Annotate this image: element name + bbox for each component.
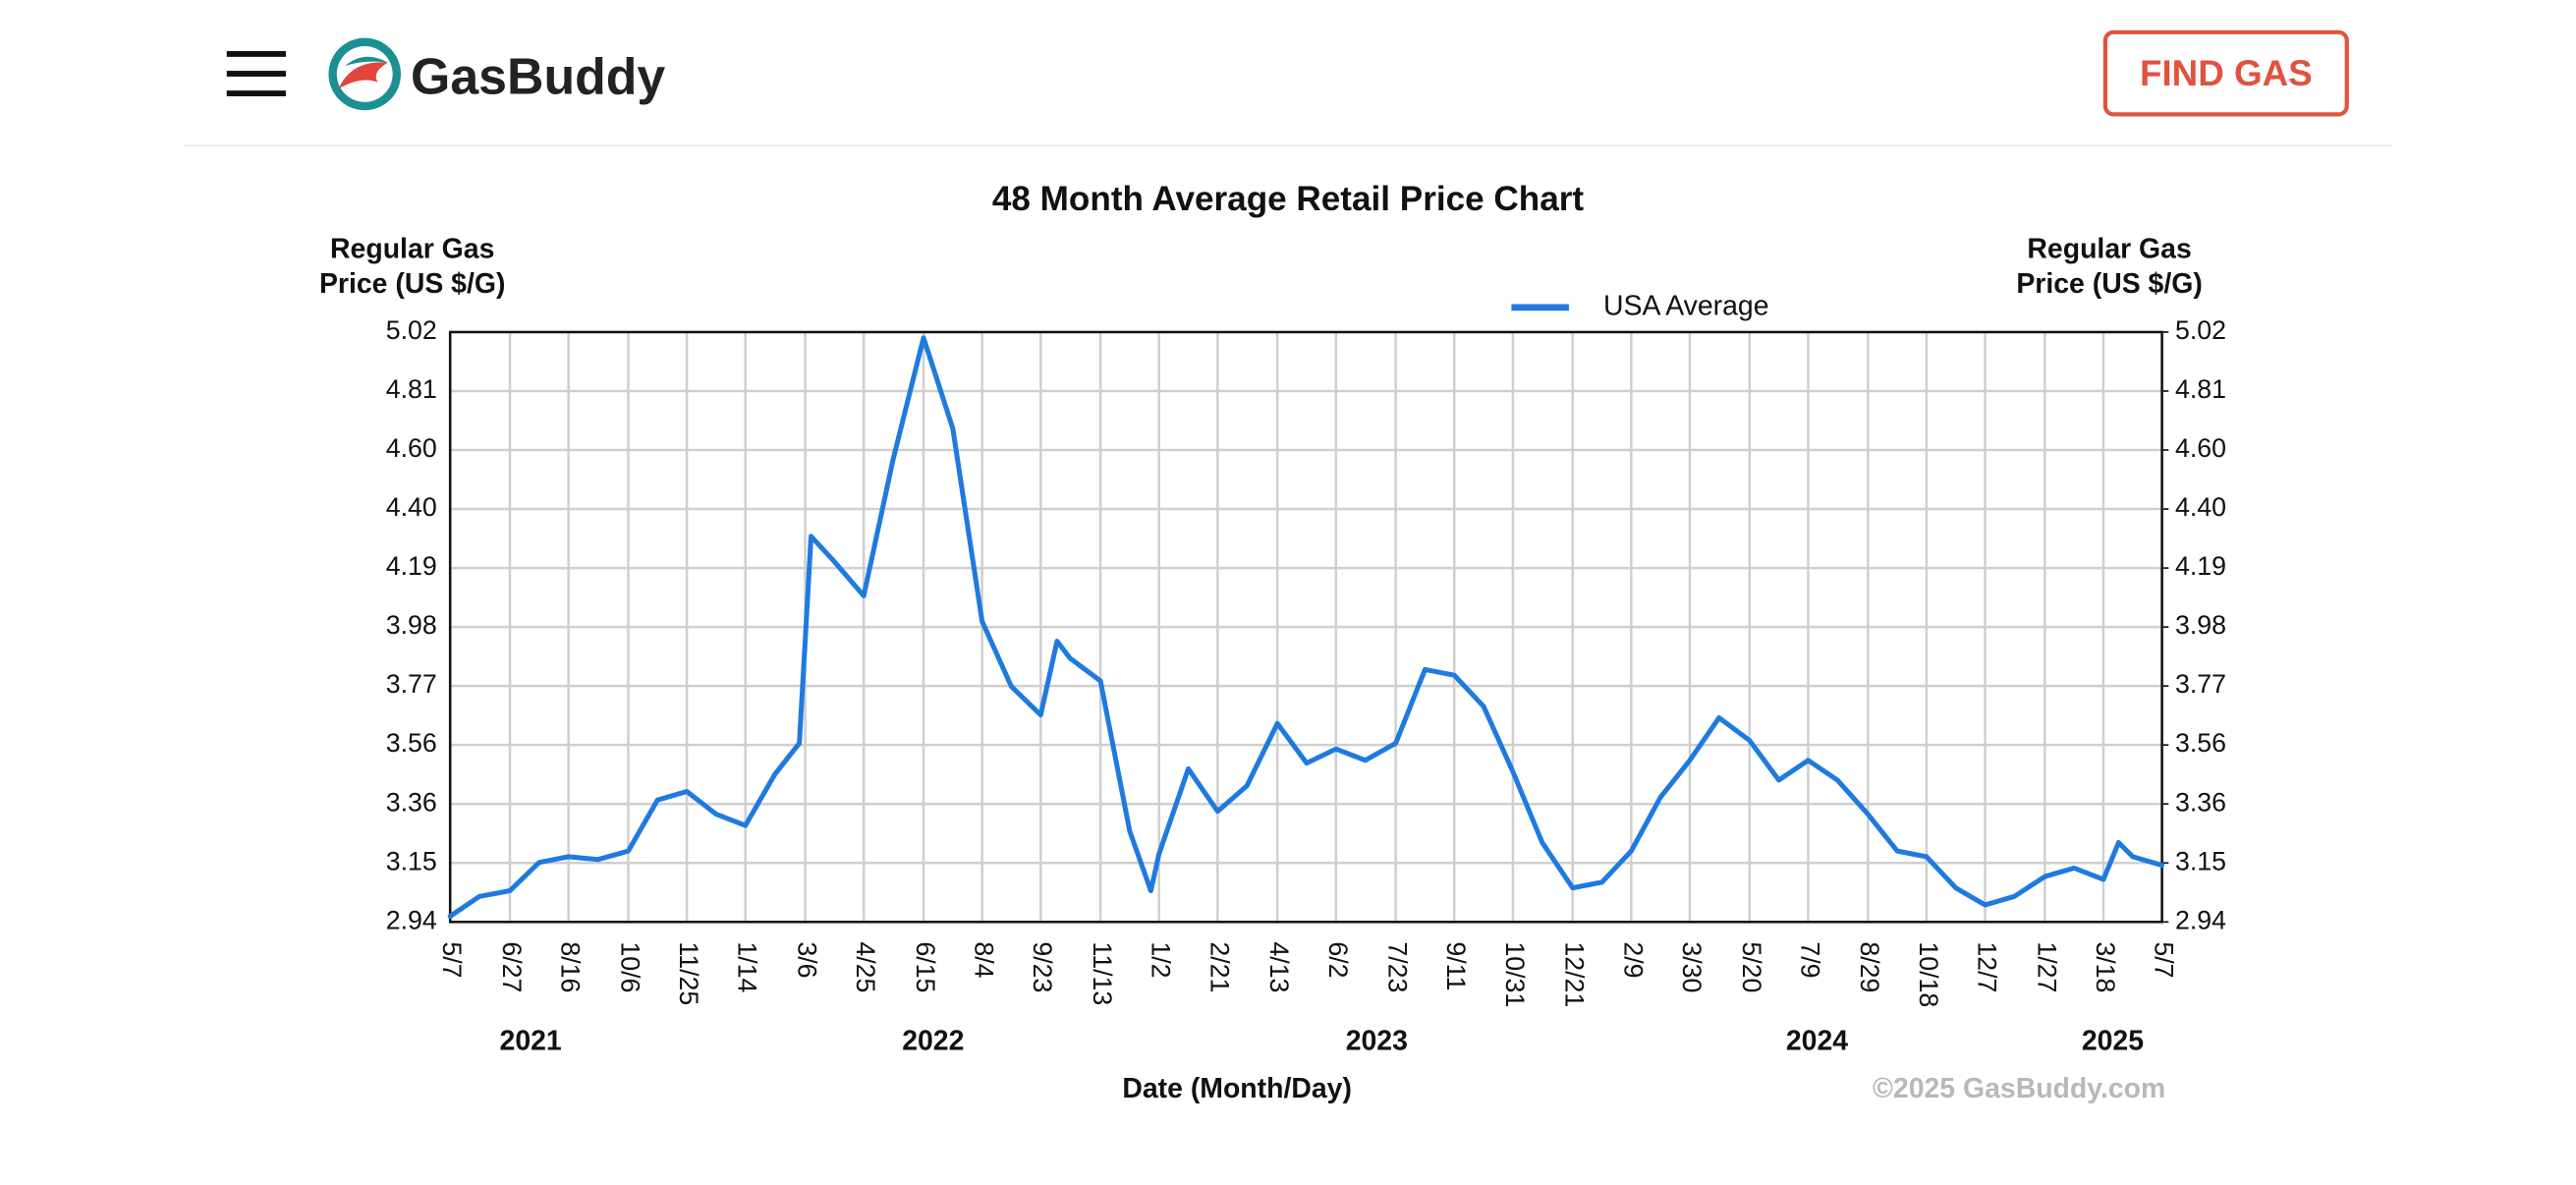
- x-tick-label: 8/16: [556, 941, 586, 992]
- x-tick-label: 5/7: [437, 941, 467, 978]
- x-tick-label: 12/7: [1972, 941, 2001, 992]
- y2-axis-label: Price (US $/G): [2016, 268, 2202, 300]
- y2-tick-label: 3.98: [2175, 610, 2226, 640]
- x-tick-label: 5/20: [1737, 941, 1766, 992]
- x-tick-label: 11/25: [674, 941, 703, 1005]
- x-tick-label: 6/27: [497, 941, 527, 992]
- y2-tick-label: 4.81: [2175, 374, 2226, 404]
- chart: 48 Month Average Retail Price Chart Regul…: [319, 180, 2226, 1104]
- y2-tick-label: 3.36: [2175, 787, 2226, 817]
- y-tick-label: 5.02: [386, 315, 437, 345]
- x-axis-label: Date (Month/Day): [1122, 1073, 1352, 1104]
- year-label: 2023: [1346, 1026, 1408, 1057]
- x-tick-label: 6/15: [911, 941, 940, 992]
- x-tick-label: 8/4: [970, 941, 999, 978]
- x-tick-label: 1/27: [2032, 941, 2061, 992]
- x-tick-label: 12/21: [1560, 941, 1590, 1007]
- y2-tick-label: 5.02: [2175, 315, 2226, 345]
- y-tick-label: 4.60: [386, 433, 437, 463]
- logo[interactable]: GasBuddy: [328, 37, 665, 111]
- x-tick-label: 1/2: [1147, 941, 1176, 978]
- y2-tick-label: 3.56: [2175, 728, 2226, 758]
- menu-icon[interactable]: [226, 51, 286, 96]
- x-tick-label: 7/9: [1795, 941, 1824, 978]
- y-tick-label: 3.56: [386, 728, 437, 758]
- x-tick-label: 11/13: [1088, 941, 1117, 1005]
- y-axis-label: Price (US $/G): [319, 268, 505, 300]
- y-tick-label: 3.15: [386, 846, 437, 875]
- year-label: 2021: [500, 1026, 562, 1057]
- year-label: 2025: [2082, 1026, 2144, 1057]
- x-tick-label: 4/25: [851, 941, 880, 992]
- y-tick-label: 4.19: [386, 551, 437, 581]
- find-gas-button[interactable]: FIND GAS: [2102, 29, 2349, 117]
- y2-tick-label: 4.60: [2175, 433, 2226, 463]
- logo-text: GasBuddy: [411, 47, 665, 104]
- x-tick-label: 5/7: [2150, 941, 2179, 978]
- y2-axis-label: Regular Gas: [2027, 234, 2191, 265]
- x-tick-label: 6/2: [1323, 941, 1353, 978]
- year-label: 2024: [1786, 1026, 1848, 1057]
- plot-border: [448, 330, 2163, 924]
- chart-title: 48 Month Average Retail Price Chart: [992, 180, 1585, 218]
- x-tick-label: 10/6: [615, 941, 644, 992]
- x-tick-label: 3/30: [1677, 941, 1707, 992]
- series-line: [447, 335, 2165, 920]
- y2-tick-label: 4.19: [2175, 551, 2226, 581]
- y-tick-label: 2.94: [386, 905, 437, 934]
- x-tick-label: 9/23: [1028, 941, 1057, 992]
- y-tick-label: 3.36: [386, 787, 437, 817]
- y-axis-label: Regular Gas: [330, 234, 494, 265]
- y-tick-label: 4.81: [386, 374, 437, 404]
- x-tick-label: 7/23: [1383, 941, 1413, 992]
- x-tick-label: 2/9: [1618, 941, 1648, 978]
- credit: ©2025 GasBuddy.com: [1873, 1073, 2165, 1104]
- y2-tick-label: 4.40: [2175, 492, 2226, 522]
- x-tick-label: 10/31: [1500, 941, 1530, 1007]
- legend-label: USA Average: [1603, 290, 1768, 321]
- x-tick-label: 1/14: [733, 941, 762, 992]
- x-tick-label: 8/29: [1855, 941, 1884, 992]
- y2-tick-label: 2.94: [2175, 905, 2226, 934]
- x-tick-label: 3/6: [792, 941, 821, 978]
- y-tick-label: 4.40: [386, 492, 437, 522]
- y-tick-label: 3.77: [386, 669, 437, 699]
- x-tick-label: 3/18: [2091, 941, 2120, 992]
- year-label: 2022: [902, 1026, 964, 1057]
- button-label: FIND GAS: [2140, 53, 2313, 93]
- y2-tick-label: 3.77: [2175, 669, 2226, 699]
- x-tick-label: 2/21: [1204, 941, 1234, 992]
- x-tick-label: 10/18: [1914, 941, 1943, 1007]
- x-tick-label: 4/13: [1264, 941, 1294, 992]
- x-tick-label: 9/11: [1441, 941, 1471, 990]
- y-tick-label: 3.98: [386, 610, 437, 640]
- y2-tick-label: 3.15: [2175, 846, 2226, 875]
